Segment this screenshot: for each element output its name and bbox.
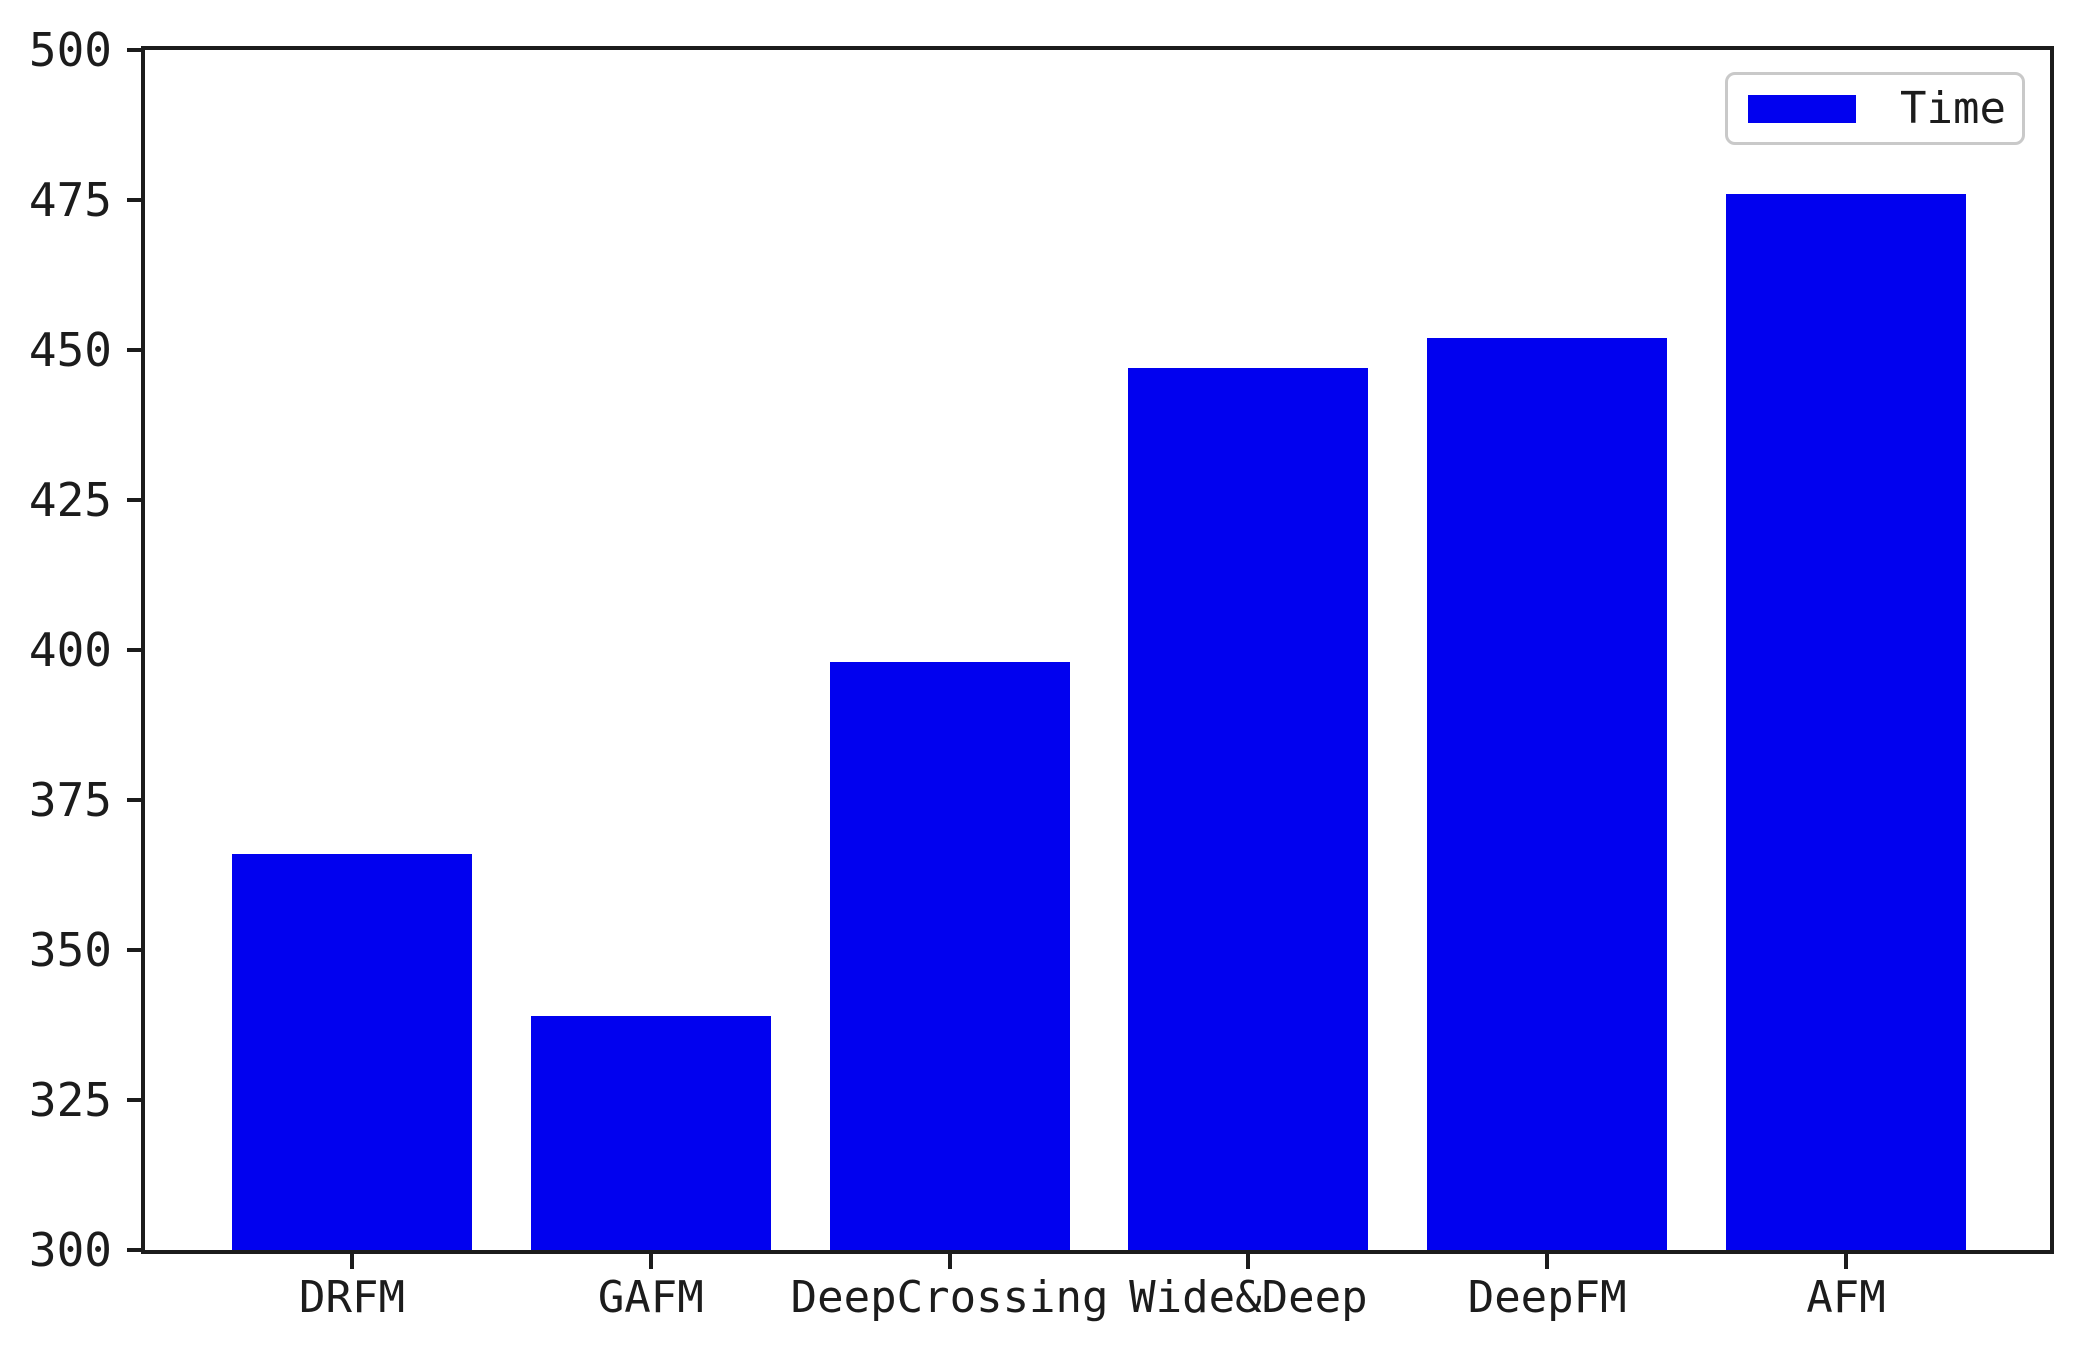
x-tick-6 [1844,1254,1848,1269]
y-tick-500 [127,48,141,52]
x-tick-2 [648,1254,653,1269]
y-tick-label-425: 425 [28,473,112,527]
y-tick-300 [127,1248,141,1252]
legend: Time [1725,72,2025,145]
y-tick-label-350: 350 [28,923,112,977]
y-tick-350 [127,948,141,952]
x-tick-3 [947,1254,952,1269]
x-tick-1 [350,1254,354,1269]
y-tick-label-450: 450 [28,323,112,377]
y-tick-400 [127,648,141,652]
bar-deepcrossing [829,662,1070,1250]
x-tick-5 [1545,1254,1550,1269]
x-tick-label-afm: AFM [1806,1272,1886,1323]
y-tick-450 [127,348,141,352]
y-tick-375 [127,798,141,802]
y-tick-label-475: 475 [28,173,112,227]
y-tick-325 [127,1098,141,1102]
y-tick-425 [127,498,141,502]
y-tick-label-500: 500 [28,23,112,77]
x-tick-label-drfm: DRFM [299,1272,405,1323]
bar-gafm [530,1016,771,1250]
x-tick-4 [1246,1254,1251,1269]
bar-wide-deep [1128,368,1369,1250]
y-tick-label-400: 400 [28,623,112,677]
y-tick-label-325: 325 [28,1073,112,1127]
bar-deepfm [1427,338,1668,1250]
x-tick-label-gafm: GAFM [597,1272,704,1323]
x-tick-label-deepcrossing: DeepCrossing [790,1272,1109,1323]
legend-swatch-time-icon [1748,94,1856,123]
plot-area [141,46,2054,1254]
y-tick-label-375: 375 [28,773,112,827]
x-tick-label-wide-deep: Wide&Deep [1129,1272,1368,1323]
x-tick-label-deepfm: DeepFM [1467,1272,1627,1323]
bar-afm [1726,194,1966,1250]
y-tick-label-300: 300 [28,1223,112,1277]
legend-label-time: Time [1900,82,2006,134]
y-tick-475 [127,198,141,202]
bar-drfm [232,854,472,1250]
